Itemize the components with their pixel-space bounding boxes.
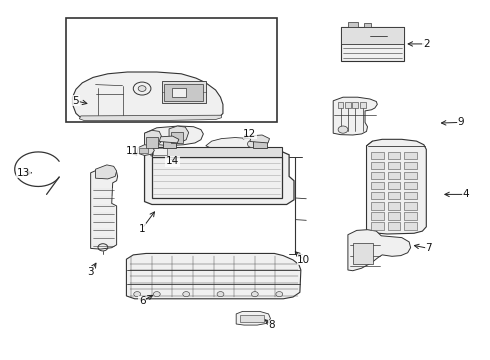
Polygon shape: [79, 115, 221, 121]
Bar: [146, 137, 158, 148]
Text: 14: 14: [166, 156, 179, 166]
Bar: [360, 102, 366, 108]
Text: 5: 5: [73, 96, 79, 106]
Circle shape: [247, 140, 257, 148]
Polygon shape: [145, 130, 162, 149]
Text: 13: 13: [17, 168, 30, 178]
Text: 3: 3: [87, 267, 94, 277]
Text: 6: 6: [139, 296, 146, 306]
Bar: [371, 182, 384, 189]
Polygon shape: [250, 135, 270, 143]
Bar: [388, 192, 400, 199]
Bar: [338, 102, 343, 108]
Polygon shape: [73, 72, 223, 120]
Bar: [404, 182, 416, 189]
Circle shape: [153, 292, 160, 297]
Bar: [371, 212, 384, 220]
Polygon shape: [348, 230, 411, 271]
Bar: [341, 27, 404, 61]
Bar: [371, 162, 384, 169]
Polygon shape: [137, 145, 154, 156]
Polygon shape: [367, 139, 426, 234]
Bar: [388, 202, 400, 210]
Bar: [388, 172, 400, 179]
Text: 8: 8: [269, 320, 275, 330]
Bar: [171, 132, 183, 143]
Bar: [388, 212, 400, 220]
Polygon shape: [126, 253, 301, 299]
Bar: [371, 172, 384, 179]
Bar: [404, 172, 416, 179]
Text: 9: 9: [457, 117, 464, 127]
Bar: [240, 315, 264, 322]
Circle shape: [251, 292, 258, 297]
Bar: [404, 222, 416, 230]
Text: 2: 2: [423, 39, 430, 49]
Circle shape: [338, 126, 348, 133]
Bar: [371, 222, 384, 230]
Bar: [152, 147, 282, 157]
Polygon shape: [206, 138, 256, 149]
Bar: [404, 162, 416, 169]
Bar: [66, 18, 277, 122]
Text: 1: 1: [139, 224, 146, 234]
Circle shape: [276, 292, 283, 297]
Bar: [371, 192, 384, 199]
Bar: [404, 192, 416, 199]
Text: 4: 4: [462, 189, 469, 199]
Bar: [163, 141, 176, 148]
Bar: [352, 102, 358, 108]
Polygon shape: [151, 145, 174, 158]
Bar: [388, 222, 400, 230]
Polygon shape: [145, 150, 294, 204]
Polygon shape: [159, 136, 179, 143]
Bar: [341, 27, 404, 44]
Bar: [371, 152, 384, 159]
Bar: [139, 148, 148, 153]
Text: 11: 11: [125, 146, 139, 156]
Circle shape: [217, 292, 224, 297]
Bar: [172, 88, 186, 97]
Circle shape: [138, 86, 146, 91]
Polygon shape: [145, 126, 203, 149]
Bar: [364, 23, 371, 27]
Bar: [388, 182, 400, 189]
Text: 12: 12: [243, 129, 257, 139]
Bar: [153, 148, 167, 155]
Bar: [152, 157, 282, 198]
Polygon shape: [169, 126, 189, 145]
Bar: [348, 22, 358, 27]
Bar: [404, 212, 416, 220]
Polygon shape: [96, 165, 117, 179]
Bar: [404, 202, 416, 210]
Polygon shape: [91, 169, 118, 249]
Circle shape: [183, 292, 190, 297]
Text: 7: 7: [425, 243, 432, 253]
Circle shape: [134, 292, 141, 297]
Bar: [388, 162, 400, 169]
Bar: [371, 202, 384, 210]
Bar: [345, 102, 351, 108]
Bar: [353, 243, 373, 264]
Bar: [253, 141, 267, 148]
Bar: [164, 84, 203, 101]
Bar: [388, 152, 400, 159]
Polygon shape: [333, 97, 377, 135]
Bar: [404, 152, 416, 159]
Polygon shape: [236, 311, 270, 325]
Text: 10: 10: [297, 255, 310, 265]
Bar: [162, 81, 206, 103]
